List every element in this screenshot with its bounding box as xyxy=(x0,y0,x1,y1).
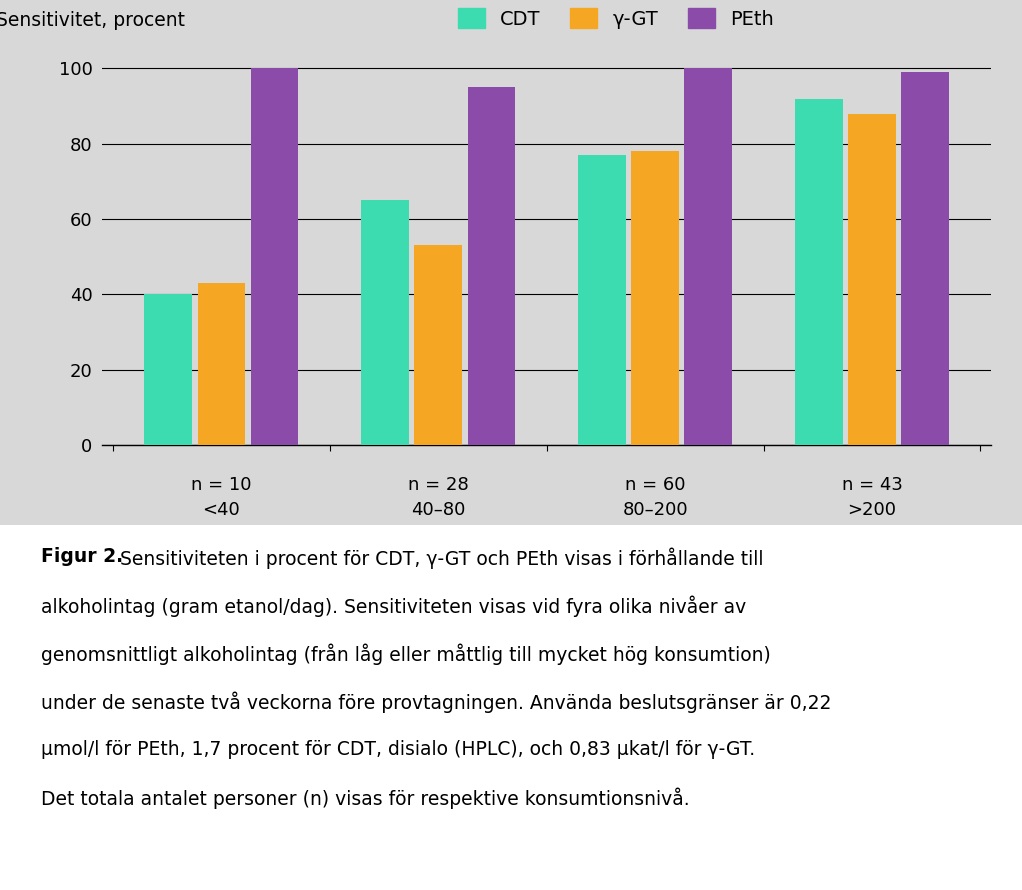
Text: Det totala antalet personer (n) visas för respektive konsumtionsnivå.: Det totala antalet personer (n) visas fö… xyxy=(41,788,690,809)
Text: n = 28: n = 28 xyxy=(408,475,469,494)
Bar xyxy=(250,69,298,445)
Text: n = 60: n = 60 xyxy=(624,475,686,494)
Text: Sensitivitet, procent: Sensitivitet, procent xyxy=(0,11,185,30)
Text: 40–80: 40–80 xyxy=(411,500,466,519)
Text: n = 10: n = 10 xyxy=(191,475,251,494)
Text: under de senaste två veckorna före provtagningen. Använda beslutsgränser är 0,22: under de senaste två veckorna före provt… xyxy=(41,692,831,713)
Text: Figur 2.: Figur 2. xyxy=(41,547,123,566)
Bar xyxy=(578,155,625,445)
Bar xyxy=(901,72,949,445)
Bar xyxy=(848,114,896,445)
Text: genomsnittligt alkoholintag (från låg eller måttlig till mycket hög konsumtion): genomsnittligt alkoholintag (från låg el… xyxy=(41,643,771,665)
Bar xyxy=(795,99,843,445)
Bar xyxy=(415,246,462,445)
Text: 80–200: 80–200 xyxy=(622,500,688,519)
Text: alkoholintag (gram etanol/dag). Sensitiviteten visas vid fyra olika nivåer av: alkoholintag (gram etanol/dag). Sensitiv… xyxy=(41,595,746,617)
Text: n = 43: n = 43 xyxy=(842,475,902,494)
Text: Sensitiviteten i procent för CDT, γ-GT och PEth visas i förhållande till: Sensitiviteten i procent för CDT, γ-GT o… xyxy=(114,547,764,569)
Bar xyxy=(197,283,245,445)
Legend: CDT, γ-GT, PEth: CDT, γ-GT, PEth xyxy=(450,1,782,36)
Text: μmol/l för PEth, 1,7 procent för CDT, disialo (HPLC), och 0,83 μkat/l för γ-GT.: μmol/l för PEth, 1,7 procent för CDT, di… xyxy=(41,740,755,758)
Bar xyxy=(468,87,515,445)
Text: Alkoholintag, gram etanol/dag: Alkoholintag, gram etanol/dag xyxy=(718,526,991,544)
Text: <40: <40 xyxy=(202,500,240,519)
Bar xyxy=(632,151,679,445)
Bar xyxy=(362,200,409,445)
Bar xyxy=(685,69,732,445)
Text: >200: >200 xyxy=(847,500,896,519)
Bar xyxy=(144,295,192,445)
